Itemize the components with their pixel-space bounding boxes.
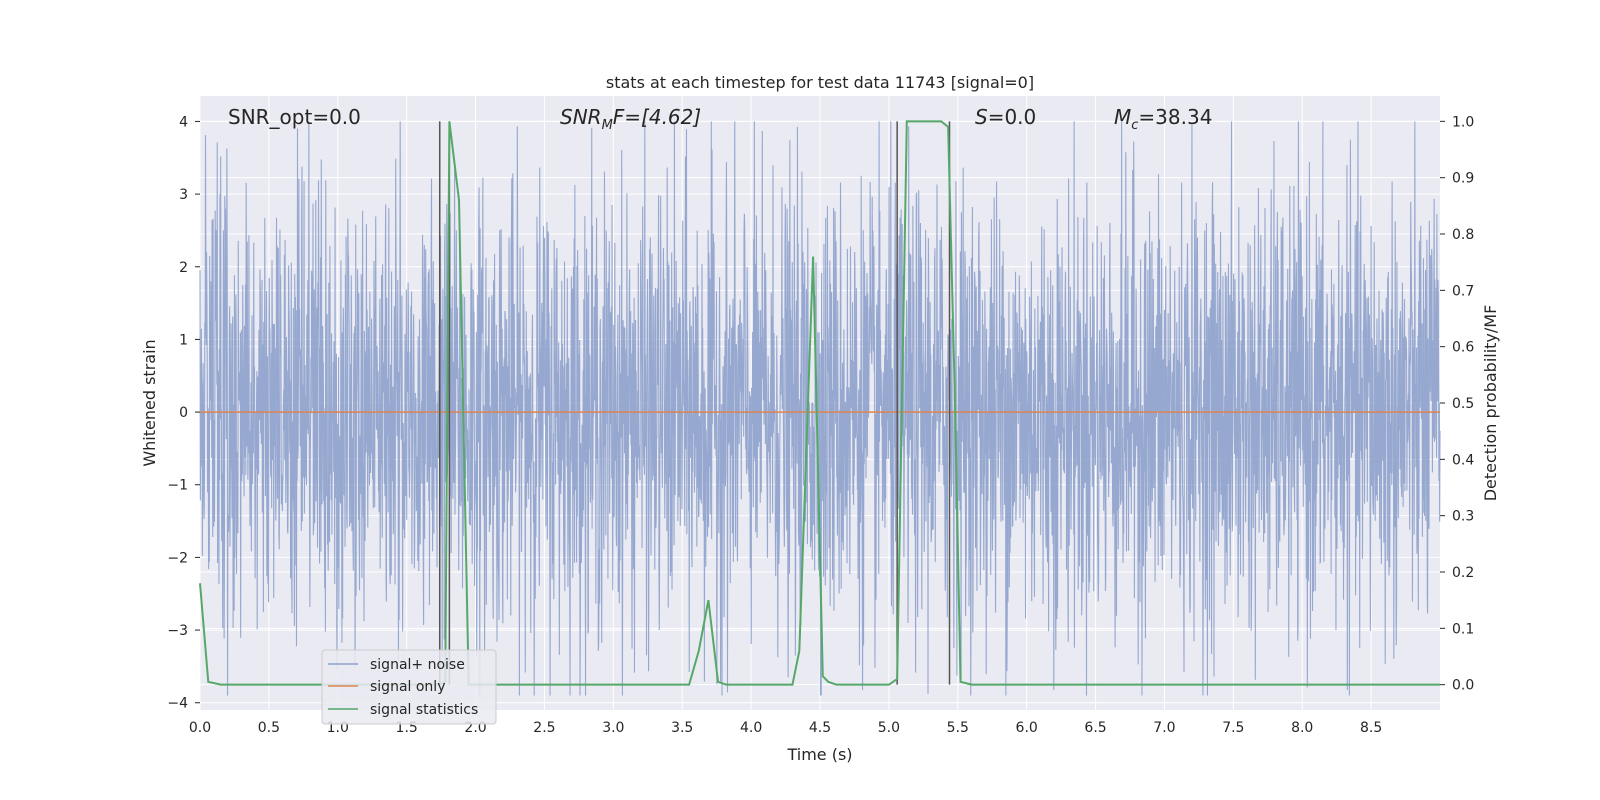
y-right-tick-label: 0.8 [1452,227,1474,243]
y-left-axis-ticks: 4 3 2 1 0 −1 −2 −3 −4 [167,114,200,712]
y-left-tick-label: −3 [167,623,188,639]
annotation-snr-opt: SNR_opt=0.0 [228,105,361,129]
annotation-s-stat: S=0.0 [975,105,1036,129]
legend-label-signal-only: signal only [370,679,445,695]
y-left-tick-label: −1 [167,478,188,494]
y-left-tick-label: 4 [179,114,188,130]
x-tick-label: 8.5 [1360,720,1382,736]
chart-title: stats at each timestep for test data 117… [606,73,1034,92]
x-tick-label: 5.0 [878,720,900,736]
x-tick-label: 6.0 [1016,720,1038,736]
legend-label-noise: signal+ noise [370,657,465,673]
x-axis-ticks: 0.0 0.5 1.0 1.5 2.0 2.5 3.0 3.5 4.0 4.5 5.0 5.5 6.0 6… [189,720,1382,736]
x-tick-label: 7.5 [1222,720,1244,736]
y-left-tick-label: 0 [179,405,188,421]
x-tick-label: 4.5 [809,720,831,736]
y-right-tick-label: 0.1 [1452,621,1474,637]
annotation-snr-mf: SNRMF=[4.62] [560,105,701,133]
annotation-mc: Mc=38.34 [1114,105,1212,133]
x-tick-label: 5.5 [947,720,969,736]
y-left-tick-label: 1 [179,332,188,348]
y-right-tick-label: 0.5 [1452,396,1474,412]
y-right-tick-label: 0.2 [1452,565,1474,581]
legend: signal+ noise signal only signal statist… [321,649,497,725]
y-left-tick-label: −2 [167,550,188,566]
y-right-tick-label: 0.0 [1452,678,1474,694]
x-tick-label: 8.0 [1291,720,1313,736]
y-left-tick-label: −4 [167,696,188,712]
y-right-tick-label: 0.9 [1452,171,1474,187]
x-tick-label: 0.0 [189,720,211,736]
signal-noise-series [199,121,1441,696]
y-right-tick-label: 0.6 [1452,340,1474,356]
x-tick-label: 3.0 [602,720,624,736]
y-left-tick-label: 2 [179,260,188,276]
x-tick-label: 6.5 [1084,720,1106,736]
x-tick-label: 3.5 [671,720,693,736]
y-left-axis-label: Whitened strain [140,339,159,466]
x-tick-label: 0.5 [258,720,280,736]
vertical-markers [438,121,951,685]
y-left-tick-label: 3 [179,187,188,203]
legend-box [321,649,497,725]
y-right-axis-label: Detection probability/MF [1481,305,1500,502]
y-right-tick-label: 0.4 [1452,452,1474,468]
x-tick-label: 7.0 [1153,720,1175,736]
signal-noise-line [199,121,1441,696]
legend-label-statistics: signal statistics [370,702,478,718]
y-right-tick-label: 1.0 [1452,114,1474,130]
y-right-axis-ticks: 1.0 0.9 0.8 0.7 0.6 0.5 0.4 0.3 0.2 0.1 0.0 [1440,114,1474,694]
y-right-tick-label: 0.3 [1452,509,1474,525]
x-tick-label: 4.0 [740,720,762,736]
y-right-tick-label: 0.7 [1452,283,1474,299]
x-axis-label: Time (s) [786,745,852,764]
x-tick-label: 2.5 [533,720,555,736]
